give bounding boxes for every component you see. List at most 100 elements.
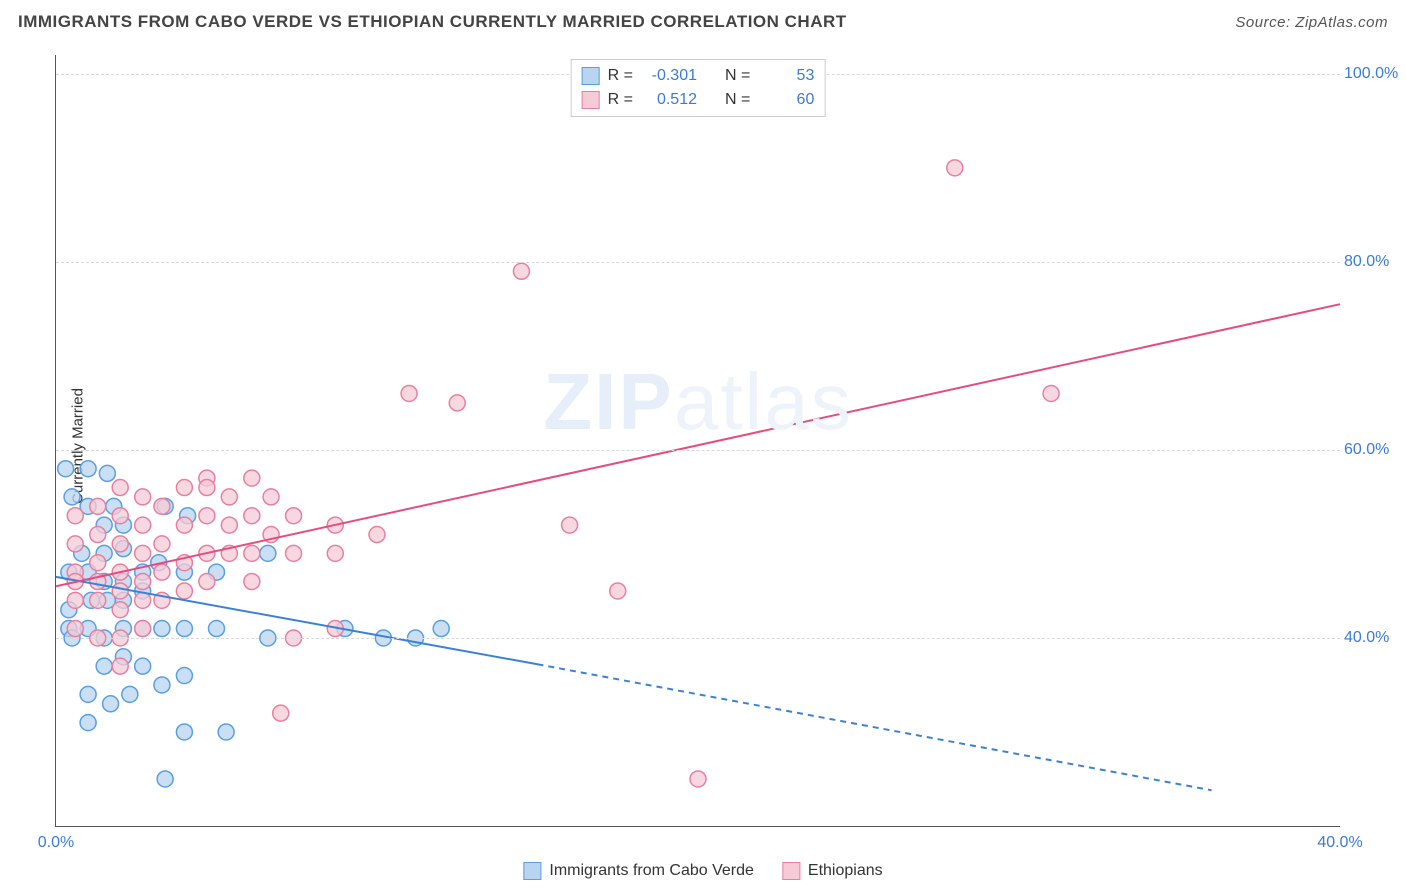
scatter-point [112, 508, 128, 524]
scatter-point [90, 527, 106, 543]
y-tick-label: 80.0% [1344, 253, 1402, 271]
series-legend: Immigrants from Cabo Verde Ethiopians [523, 862, 882, 880]
x-tick-label: 0.0% [38, 834, 74, 852]
scatter-point [67, 536, 83, 552]
scatter-point [176, 621, 192, 637]
scatter-point [947, 160, 963, 176]
legend-series-label: Immigrants from Cabo Verde [549, 862, 754, 880]
scatter-point [199, 480, 215, 496]
y-tick-label: 60.0% [1344, 441, 1402, 459]
scatter-point [157, 771, 173, 787]
scatter-point [449, 395, 465, 411]
scatter-point [369, 527, 385, 543]
legend-r-value: -0.301 [641, 64, 697, 88]
y-tick-label: 100.0% [1344, 65, 1402, 83]
scatter-point [112, 480, 128, 496]
scatter-point [135, 517, 151, 533]
plot-area: ZIPatlas R = -0.301 N = 53 R = 0.512 N =… [55, 55, 1340, 827]
scatter-point [209, 621, 225, 637]
gridline [56, 638, 1340, 639]
chart-title: IMMIGRANTS FROM CABO VERDE VS ETHIOPIAN … [18, 12, 847, 32]
trend-line-extrapolated [538, 664, 1212, 790]
scatter-point [176, 668, 192, 684]
scatter-point [176, 724, 192, 740]
gridline [56, 450, 1340, 451]
scatter-point [96, 658, 112, 674]
legend-r-label: R = [608, 64, 633, 88]
scatter-point [67, 508, 83, 524]
scatter-point [112, 583, 128, 599]
scatter-point [263, 489, 279, 505]
scatter-point [80, 715, 96, 731]
scatter-point [135, 545, 151, 561]
scatter-point [286, 545, 302, 561]
scatter-point [122, 686, 138, 702]
legend-n-value: 53 [758, 64, 814, 88]
legend-row: R = -0.301 N = 53 [582, 64, 815, 88]
legend-swatch-icon [523, 862, 541, 880]
legend-r-label: R = [608, 88, 633, 112]
source-attribution: Source: ZipAtlas.com [1235, 14, 1388, 31]
scatter-point [103, 696, 119, 712]
scatter-point [58, 461, 74, 477]
scatter-point [286, 508, 302, 524]
scatter-point [80, 461, 96, 477]
scatter-point [401, 385, 417, 401]
scatter-point [513, 263, 529, 279]
legend-item: Ethiopians [782, 862, 883, 880]
scatter-point [176, 583, 192, 599]
scatter-point [90, 498, 106, 514]
scatter-point [199, 574, 215, 590]
scatter-point [199, 508, 215, 524]
scatter-point [244, 470, 260, 486]
scatter-point [67, 592, 83, 608]
scatter-point [90, 555, 106, 571]
scatter-point [433, 621, 449, 637]
scatter-point [221, 517, 237, 533]
scatter-point [1043, 385, 1059, 401]
header-bar: IMMIGRANTS FROM CABO VERDE VS ETHIOPIAN … [18, 12, 1388, 32]
scatter-point [260, 545, 276, 561]
correlation-legend: R = -0.301 N = 53 R = 0.512 N = 60 [571, 59, 826, 117]
scatter-point [176, 517, 192, 533]
plot-wrap: ZIPatlas R = -0.301 N = 53 R = 0.512 N =… [55, 55, 1340, 827]
scatter-point [154, 498, 170, 514]
legend-row: R = 0.512 N = 60 [582, 88, 815, 112]
legend-series-label: Ethiopians [808, 862, 883, 880]
scatter-point [327, 545, 343, 561]
scatter-point [154, 677, 170, 693]
scatter-point [154, 621, 170, 637]
y-tick-label: 40.0% [1344, 629, 1402, 647]
source-prefix: Source: [1235, 14, 1295, 31]
scatter-point [80, 686, 96, 702]
legend-item: Immigrants from Cabo Verde [523, 862, 754, 880]
chart-svg [56, 55, 1340, 826]
scatter-point [135, 574, 151, 590]
scatter-point [273, 705, 289, 721]
scatter-point [221, 489, 237, 505]
scatter-point [154, 564, 170, 580]
scatter-point [135, 621, 151, 637]
gridline [56, 262, 1340, 263]
scatter-point [154, 536, 170, 552]
legend-n-label: N = [725, 88, 750, 112]
scatter-point [90, 592, 106, 608]
scatter-point [176, 480, 192, 496]
scatter-point [610, 583, 626, 599]
scatter-point [135, 592, 151, 608]
scatter-point [112, 536, 128, 552]
scatter-point [244, 545, 260, 561]
scatter-point [112, 602, 128, 618]
scatter-point [135, 489, 151, 505]
legend-swatch-icon [782, 862, 800, 880]
legend-swatch-icon [582, 91, 600, 109]
legend-n-value: 60 [758, 88, 814, 112]
trend-line [56, 304, 1340, 586]
scatter-point [690, 771, 706, 787]
source-name: ZipAtlas.com [1295, 14, 1388, 31]
scatter-point [99, 465, 115, 481]
scatter-point [112, 658, 128, 674]
scatter-point [67, 621, 83, 637]
scatter-point [244, 508, 260, 524]
legend-swatch-icon [582, 67, 600, 85]
